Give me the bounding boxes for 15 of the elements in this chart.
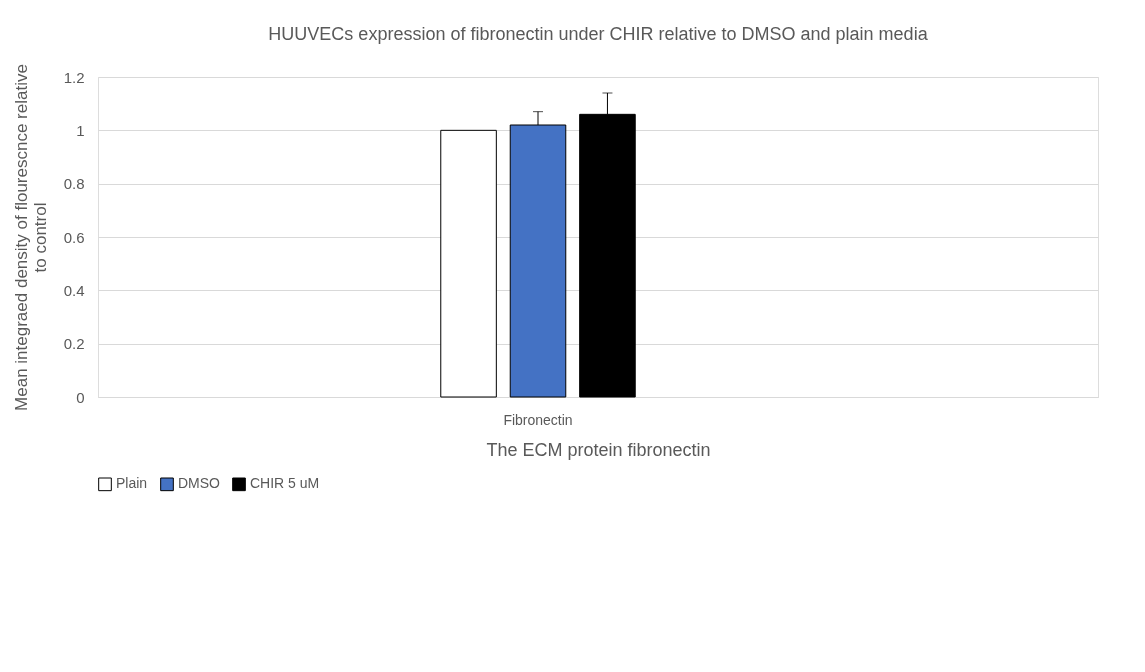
y-tick-label: 0.2 xyxy=(63,335,85,353)
y-tick-label: 1.2 xyxy=(63,68,85,86)
legend-label: CHIR 5 uM xyxy=(250,475,320,492)
y-tick-label: 0.8 xyxy=(63,175,85,193)
y-tick-label: 1 xyxy=(76,121,85,139)
y-axis-title: Mean integraed density of flourescnce relative to control xyxy=(11,64,50,411)
chart-title: HUUVECs expression of fibronectin under CHIR relative to DMSO and plain media xyxy=(268,23,929,44)
y-tick-label: 0.6 xyxy=(63,228,85,246)
x-tick-label: Fibronectin xyxy=(503,411,573,428)
bar xyxy=(440,129,497,398)
x-axis-title: The ECM protein fibronectin xyxy=(486,439,711,460)
y-tick-label: 0 xyxy=(76,388,85,406)
y-tick-label: 0.4 xyxy=(63,281,85,299)
legend-label: DMSO xyxy=(178,475,221,492)
legend-label: Plain xyxy=(116,475,148,492)
